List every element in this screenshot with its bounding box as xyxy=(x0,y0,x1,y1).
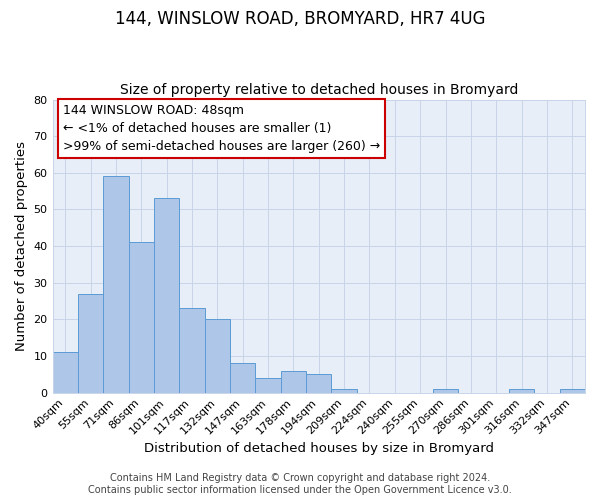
Bar xyxy=(331,389,357,392)
Bar xyxy=(230,364,256,392)
Bar xyxy=(128,242,154,392)
Bar xyxy=(560,389,585,392)
Bar xyxy=(306,374,331,392)
Bar xyxy=(256,378,281,392)
Bar xyxy=(433,389,458,392)
Bar xyxy=(103,176,128,392)
Text: Contains HM Land Registry data © Crown copyright and database right 2024.
Contai: Contains HM Land Registry data © Crown c… xyxy=(88,474,512,495)
Bar xyxy=(53,352,78,393)
Bar xyxy=(509,389,534,392)
Bar xyxy=(179,308,205,392)
Text: 144, WINSLOW ROAD, BROMYARD, HR7 4UG: 144, WINSLOW ROAD, BROMYARD, HR7 4UG xyxy=(115,10,485,28)
Bar xyxy=(281,370,306,392)
Text: 144 WINSLOW ROAD: 48sqm
← <1% of detached houses are smaller (1)
>99% of semi-de: 144 WINSLOW ROAD: 48sqm ← <1% of detache… xyxy=(63,104,380,153)
Title: Size of property relative to detached houses in Bromyard: Size of property relative to detached ho… xyxy=(119,83,518,97)
Bar xyxy=(205,320,230,392)
X-axis label: Distribution of detached houses by size in Bromyard: Distribution of detached houses by size … xyxy=(144,442,494,455)
Y-axis label: Number of detached properties: Number of detached properties xyxy=(15,141,28,351)
Bar xyxy=(78,294,103,392)
Bar xyxy=(154,198,179,392)
